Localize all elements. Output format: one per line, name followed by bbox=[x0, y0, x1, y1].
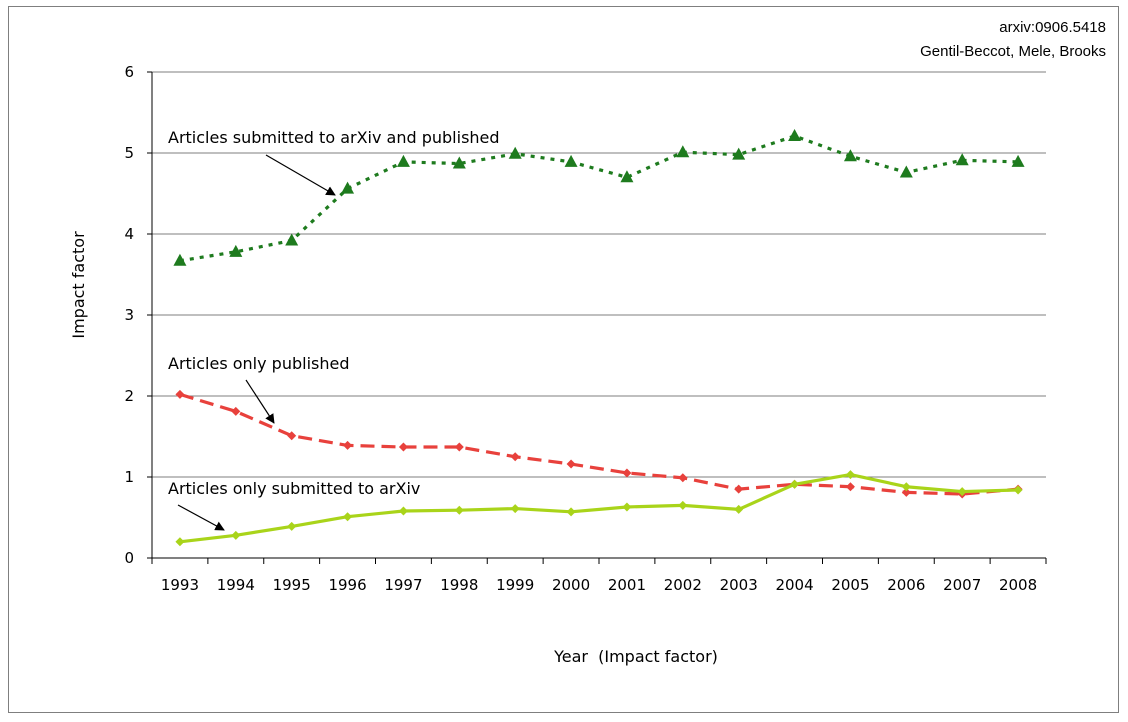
gridlines bbox=[152, 71, 1046, 478]
y-tick-label-0: 0 bbox=[124, 549, 134, 567]
series-0-point-1998 bbox=[452, 156, 466, 169]
credit-line-2: Gentil-Beccot, Mele, Brooks bbox=[920, 43, 1106, 60]
y-tick-label-5: 5 bbox=[124, 144, 134, 162]
x-tick-label-1996: 1996 bbox=[328, 576, 366, 594]
y-tick-label-6: 6 bbox=[124, 63, 134, 81]
series-0 bbox=[173, 128, 1025, 266]
series-2-point-1995 bbox=[287, 521, 297, 531]
series-0-point-2002 bbox=[676, 145, 690, 158]
series-1-point-2001 bbox=[622, 468, 632, 478]
x-tick-label-2004: 2004 bbox=[775, 576, 813, 594]
annotation-arrow-0 bbox=[265, 154, 336, 196]
series-2-point-2005 bbox=[845, 470, 855, 480]
x-tick-labels: 1993 1994 1995 1996 1997 1998 1999 2000 2001 2002… bbox=[161, 576, 1037, 594]
series-2-point-2000 bbox=[566, 507, 576, 517]
y-tick-label-3: 3 bbox=[124, 306, 134, 324]
series-0-point-2006 bbox=[899, 165, 913, 178]
y-tick-labels: 0 1 2 3 4 5 6 bbox=[124, 63, 134, 567]
series-0-point-2004 bbox=[788, 128, 802, 141]
series-0-point-1993 bbox=[173, 253, 187, 266]
series-1-point-1995 bbox=[287, 431, 297, 441]
annotation-label-0: Articles submitted to arXiv and publishe… bbox=[168, 128, 500, 147]
series-2-point-2003 bbox=[734, 504, 744, 514]
series-2-point-1998 bbox=[454, 505, 464, 515]
y-tick-label-4: 4 bbox=[124, 225, 134, 243]
x-tick-label-2002: 2002 bbox=[664, 576, 702, 594]
series-2-point-1993 bbox=[175, 537, 185, 547]
series-2-point-1999 bbox=[510, 504, 520, 514]
x-tick-label-2008: 2008 bbox=[999, 576, 1037, 594]
series-2-point-2001 bbox=[622, 502, 632, 512]
series-1-point-2005 bbox=[845, 482, 855, 492]
series-2-point-2007 bbox=[957, 487, 967, 497]
x-tick-label-2000: 2000 bbox=[552, 576, 590, 594]
series-1-point-1996 bbox=[343, 440, 353, 450]
series-1-point-1993 bbox=[175, 389, 185, 399]
x-tick-label-2006: 2006 bbox=[887, 576, 925, 594]
y-axis-label: Impact factor bbox=[69, 231, 88, 339]
series-2-point-1996 bbox=[343, 512, 353, 522]
annotation-label-2: Articles only submitted to arXiv bbox=[168, 479, 420, 498]
series-0-point-1995 bbox=[285, 233, 299, 246]
x-tick-label-1995: 1995 bbox=[273, 576, 311, 594]
x-tick-label-1993: 1993 bbox=[161, 576, 199, 594]
series-0-point-1996 bbox=[341, 181, 355, 194]
credit-line-1: arxiv:0906.5418 bbox=[999, 19, 1106, 36]
series-2 bbox=[175, 470, 1023, 547]
x-tick-label-1997: 1997 bbox=[384, 576, 422, 594]
series-2-point-2008 bbox=[1013, 485, 1023, 495]
annotation-label-1: Articles only published bbox=[168, 354, 350, 373]
series-2-point-2002 bbox=[678, 500, 688, 510]
x-tick-label-2003: 2003 bbox=[720, 576, 758, 594]
series-0-point-2001 bbox=[620, 170, 634, 183]
chart-frame bbox=[8, 6, 1119, 713]
series-1-point-2002 bbox=[678, 473, 688, 483]
x-tick-label-1994: 1994 bbox=[217, 576, 255, 594]
series-annotations: Articles submitted to arXiv and publishe… bbox=[168, 128, 500, 531]
y-tick-label-2: 2 bbox=[124, 387, 134, 405]
annotation-arrow-2 bbox=[177, 504, 225, 531]
series-line-0 bbox=[179, 134, 1019, 263]
x-tick-label-2007: 2007 bbox=[943, 576, 981, 594]
series-1-point-2003 bbox=[734, 484, 744, 494]
series-0-point-2007 bbox=[955, 153, 969, 166]
annotation-arrow-1 bbox=[245, 379, 275, 424]
series-0-point-1999 bbox=[508, 146, 522, 159]
series-0-point-2000 bbox=[564, 154, 578, 167]
series-2-point-2004 bbox=[790, 479, 800, 489]
y-tick-label-1: 1 bbox=[124, 468, 134, 486]
series-1-point-2006 bbox=[901, 487, 911, 497]
series-0-point-1994 bbox=[229, 244, 243, 257]
axes bbox=[147, 71, 1047, 564]
series-0-point-1997 bbox=[396, 154, 410, 167]
x-tick-label-2001: 2001 bbox=[608, 576, 646, 594]
series-1-point-1999 bbox=[510, 452, 520, 462]
series-lines bbox=[173, 128, 1025, 547]
series-2-point-1997 bbox=[398, 506, 408, 516]
x-tick-label-1998: 1998 bbox=[440, 576, 478, 594]
series-0-point-2003 bbox=[732, 147, 746, 160]
series-1-point-1997 bbox=[398, 442, 408, 452]
series-1-point-1998 bbox=[454, 442, 464, 452]
series-0-point-2008 bbox=[1011, 154, 1025, 167]
series-line-2 bbox=[179, 472, 1019, 544]
series-2-point-1994 bbox=[231, 530, 241, 540]
series-line-1 bbox=[179, 392, 1019, 496]
series-1-point-2000 bbox=[566, 459, 576, 469]
series-1-point-1994 bbox=[231, 406, 241, 416]
x-axis-label: Year (Impact factor) bbox=[553, 647, 718, 666]
series-2-point-2006 bbox=[901, 482, 911, 492]
series-0-point-2005 bbox=[843, 149, 857, 162]
x-tick-label-2005: 2005 bbox=[831, 576, 869, 594]
x-tick-label-1999: 1999 bbox=[496, 576, 534, 594]
